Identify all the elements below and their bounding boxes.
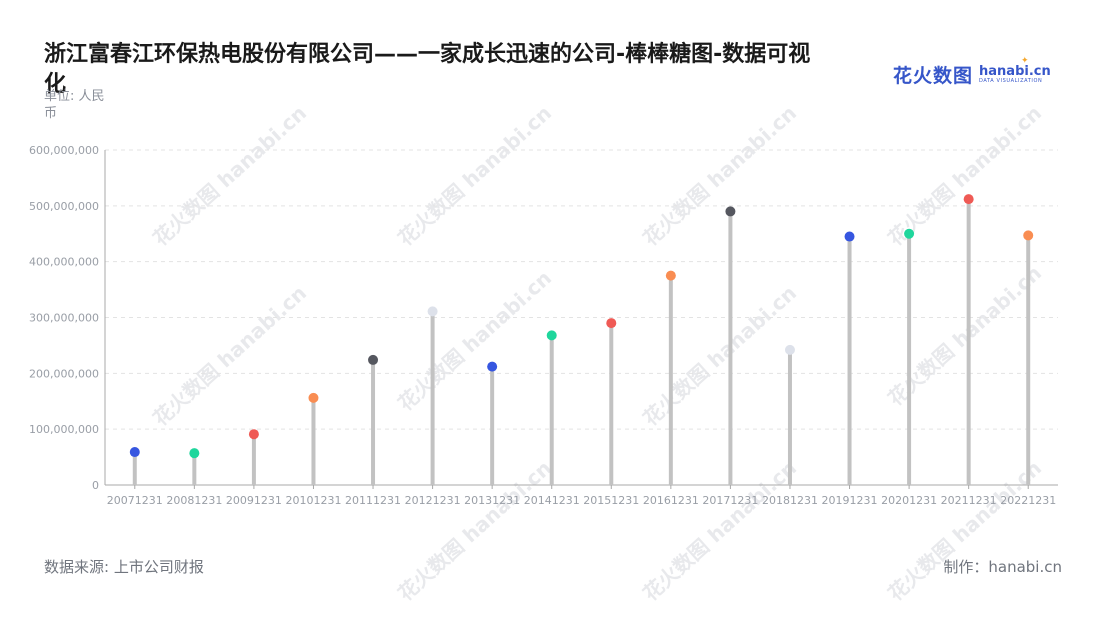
logo-sub-text: DATA VISUALIZATION bbox=[979, 77, 1043, 84]
lollipop-dot bbox=[368, 354, 379, 365]
x-tick-label: 20121231 bbox=[405, 494, 461, 507]
x-tick-label: 20211231 bbox=[941, 494, 997, 507]
lollipop-dot bbox=[129, 447, 140, 458]
lollipop-dot bbox=[427, 306, 438, 317]
lollipop-dot bbox=[725, 206, 736, 217]
y-tick-label: 600,000,000 bbox=[29, 144, 99, 157]
x-tick-label: 20191231 bbox=[822, 494, 878, 507]
lollipop-dot bbox=[487, 361, 498, 372]
y-tick-label: 500,000,000 bbox=[29, 200, 99, 213]
sparkle-icon: ✦ bbox=[1021, 56, 1029, 66]
lollipop-dot bbox=[308, 392, 319, 403]
chart-title: 浙江富春江环保热电股份有限公司——一家成长迅速的公司-棒棒糖图-数据可视化 bbox=[44, 42, 811, 97]
x-tick-label: 20171231 bbox=[702, 494, 758, 507]
lollipop-dot bbox=[189, 448, 200, 459]
y-tick-label: 100,000,000 bbox=[29, 423, 99, 436]
brand-logo: 花火数图 hanabi.cn DATA VISUALIZATION ✦ bbox=[893, 56, 1051, 87]
x-tick-label: 20131231 bbox=[464, 494, 520, 507]
unit-label: 单位: 人民币 bbox=[44, 89, 105, 121]
lollipop-dot bbox=[546, 330, 557, 341]
lollipop-dot bbox=[904, 228, 915, 239]
x-tick-label: 20091231 bbox=[226, 494, 282, 507]
x-tick-label: 20071231 bbox=[107, 494, 163, 507]
x-tick-label: 20201231 bbox=[881, 494, 937, 507]
x-tick-label: 20151231 bbox=[583, 494, 639, 507]
x-tick-label: 20101231 bbox=[285, 494, 341, 507]
lollipop-dot bbox=[844, 231, 855, 242]
lollipop-dot bbox=[784, 344, 795, 355]
x-tick-label: 20141231 bbox=[524, 494, 580, 507]
credit-text: 制作：hanabi.cn bbox=[943, 558, 1062, 576]
x-tick-label: 20181231 bbox=[762, 494, 818, 507]
x-tick-label: 20111231 bbox=[345, 494, 401, 507]
logo-domain-text: hanabi.cn bbox=[979, 63, 1051, 79]
logo-en: hanabi.cn DATA VISUALIZATION bbox=[979, 65, 1051, 84]
data-source: 数据来源: 上市公司财报 bbox=[44, 558, 204, 576]
y-tick-label: 400,000,000 bbox=[29, 256, 99, 269]
x-tick-label: 20221231 bbox=[1000, 494, 1056, 507]
logo-cn-text: 花火数图 bbox=[893, 64, 974, 87]
lollipop-dot bbox=[1023, 230, 1034, 241]
lollipop-dot bbox=[248, 429, 259, 440]
x-tick-label: 20161231 bbox=[643, 494, 699, 507]
lollipop-dot bbox=[606, 318, 617, 329]
y-tick-label: 300,000,000 bbox=[29, 312, 99, 325]
lollipop-dot bbox=[963, 194, 974, 205]
x-tick-label: 20081231 bbox=[166, 494, 222, 507]
y-tick-label: 200,000,000 bbox=[29, 367, 99, 380]
y-tick-label: 0 bbox=[92, 479, 99, 492]
lollipop-dot bbox=[665, 270, 676, 281]
